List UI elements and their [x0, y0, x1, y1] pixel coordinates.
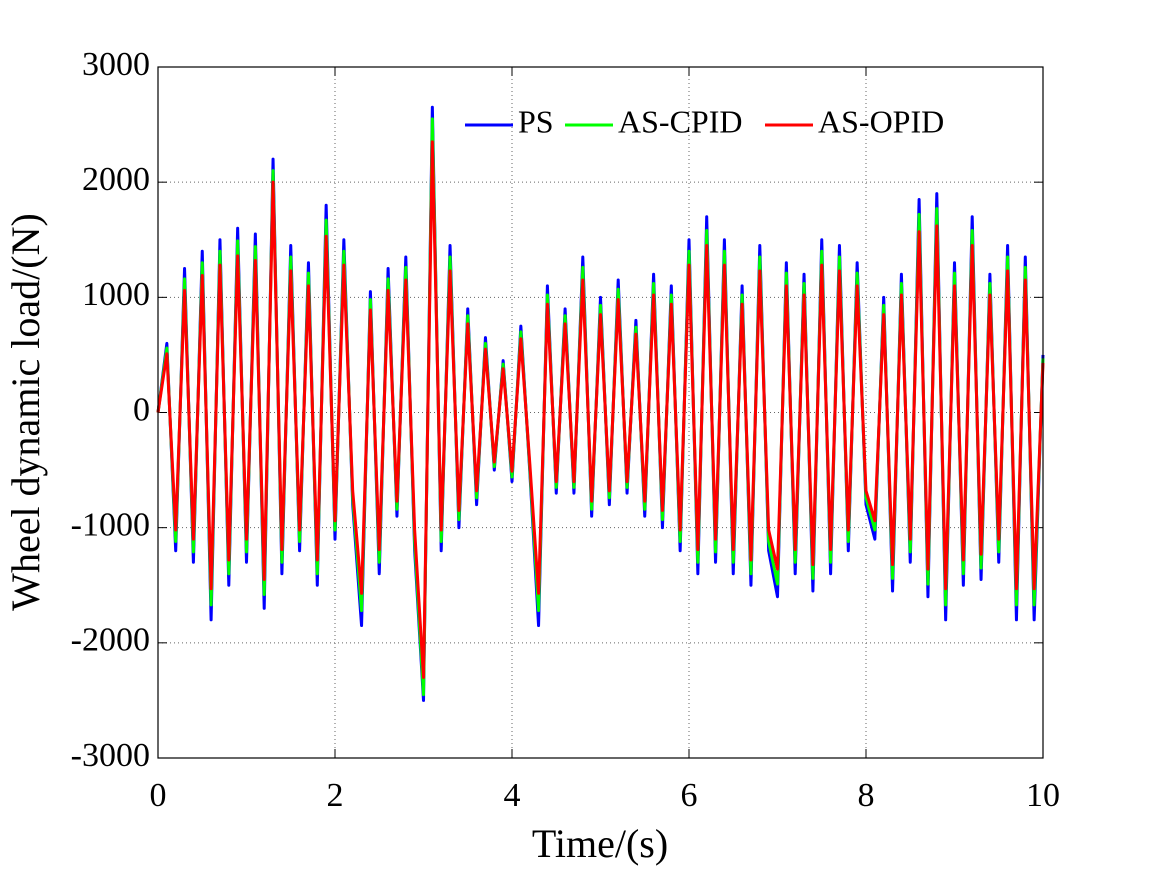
- plot-frame: [157, 66, 1044, 759]
- legend-label: AS-CPID: [618, 103, 742, 139]
- y-tick-label: -1000: [71, 506, 150, 543]
- y-axis-label: Wheel dynamic load/(N): [3, 213, 48, 611]
- x-tick-label: 0: [150, 777, 167, 814]
- x-tick-label: 2: [327, 777, 344, 814]
- x-tick-label: 4: [504, 777, 521, 814]
- x-tick-label: 8: [858, 777, 875, 814]
- y-tick-label: 2000: [82, 161, 150, 198]
- x-tick-label: 10: [1026, 777, 1060, 814]
- legend-label: AS-OPID: [818, 103, 944, 139]
- x-tick-label: 6: [681, 777, 698, 814]
- y-tick-label: 1000: [82, 276, 150, 313]
- y-tick-label: -3000: [71, 737, 150, 774]
- y-tick-label: 3000: [82, 46, 150, 83]
- data-line: [156, 105, 1045, 702]
- x-axis-label: Time/(s): [532, 821, 668, 866]
- y-tick-label: -2000: [71, 622, 150, 659]
- legend-label: PS: [518, 103, 554, 139]
- data-line: [156, 140, 1045, 679]
- y-tick-label: 0: [133, 391, 150, 428]
- data-line: [156, 117, 1045, 697]
